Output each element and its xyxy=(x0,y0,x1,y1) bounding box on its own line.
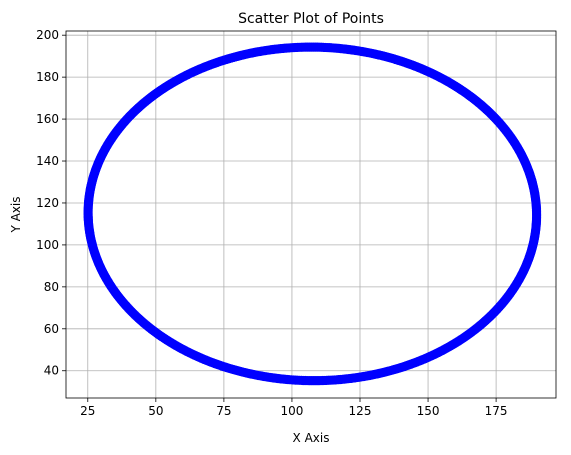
y-tick-label: 200 xyxy=(36,28,59,42)
y-tick-label: 80 xyxy=(44,280,59,294)
scatter-point xyxy=(530,227,541,237)
plot-frame xyxy=(65,30,557,399)
ticks-layer: 25 50 75 100 125 150 175 40 60 80 100 120 140 160 180 2… xyxy=(36,28,507,418)
y-axis-title: Y Axis xyxy=(9,196,23,233)
x-axis-title: X Axis xyxy=(293,431,330,445)
x-tick-label: 50 xyxy=(148,404,163,418)
y-tick-label: 180 xyxy=(36,70,59,84)
x-tick-label: 100 xyxy=(280,404,303,418)
x-tick-label: 175 xyxy=(485,404,508,418)
y-tick-label: 40 xyxy=(44,364,59,378)
x-tick-label: 150 xyxy=(417,404,440,418)
x-tick-label: 125 xyxy=(349,404,372,418)
y-tick-label: 100 xyxy=(36,238,59,252)
y-tick-label: 140 xyxy=(36,154,59,168)
chart-title: Scatter Plot of Points xyxy=(238,11,384,27)
x-tick-label: 75 xyxy=(216,404,231,418)
x-tick-label: 25 xyxy=(80,404,95,418)
y-tick-label: 160 xyxy=(36,112,59,126)
points-layer xyxy=(83,42,542,386)
y-tick-label: 120 xyxy=(36,196,59,210)
y-tick-label: 60 xyxy=(44,322,59,336)
grid-layer xyxy=(66,31,556,398)
